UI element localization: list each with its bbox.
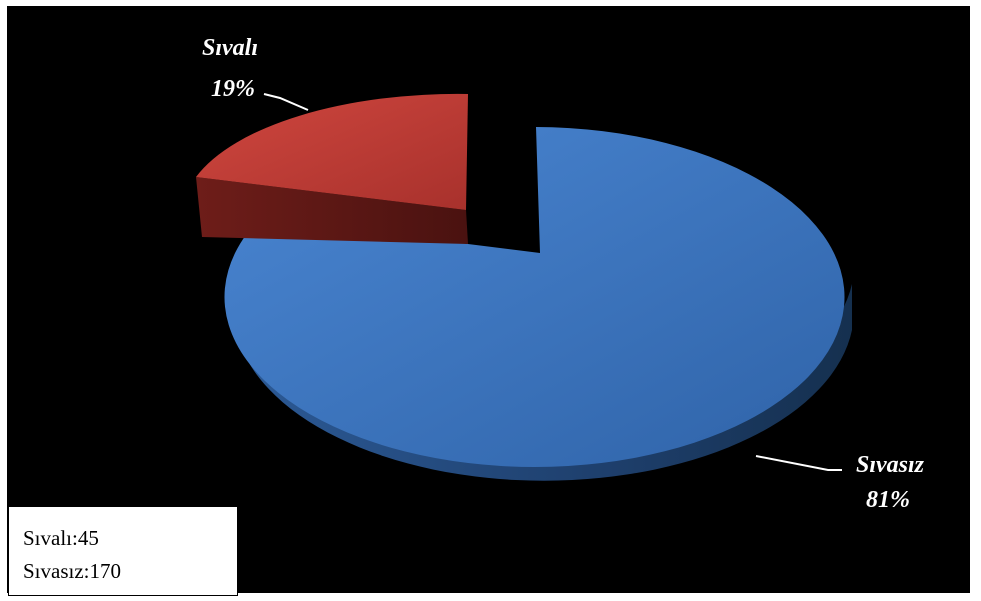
label-sivali-percent: 19% bbox=[211, 76, 255, 102]
slice-sivasiz-top bbox=[224, 127, 845, 467]
label-sivasiz-name: Sıvasız bbox=[856, 452, 925, 478]
label-sivasiz-percent: 81% bbox=[866, 487, 910, 513]
leader-line-sivasiz bbox=[755, 455, 842, 471]
slice-sivali-top bbox=[196, 93, 468, 210]
count-textbox: Sıvalı:45 Sıvasız:170 bbox=[8, 506, 238, 596]
slice-sivali-side bbox=[196, 177, 468, 244]
count-sivali: Sıvalı:45 bbox=[23, 526, 99, 550]
count-sivasiz: Sıvasız:170 bbox=[23, 559, 121, 583]
leader-line-sivali bbox=[263, 93, 309, 111]
slice-sivasiz bbox=[224, 127, 852, 481]
slice-sivali bbox=[196, 93, 468, 244]
label-sivali-name: Sıvalı bbox=[202, 35, 258, 61]
